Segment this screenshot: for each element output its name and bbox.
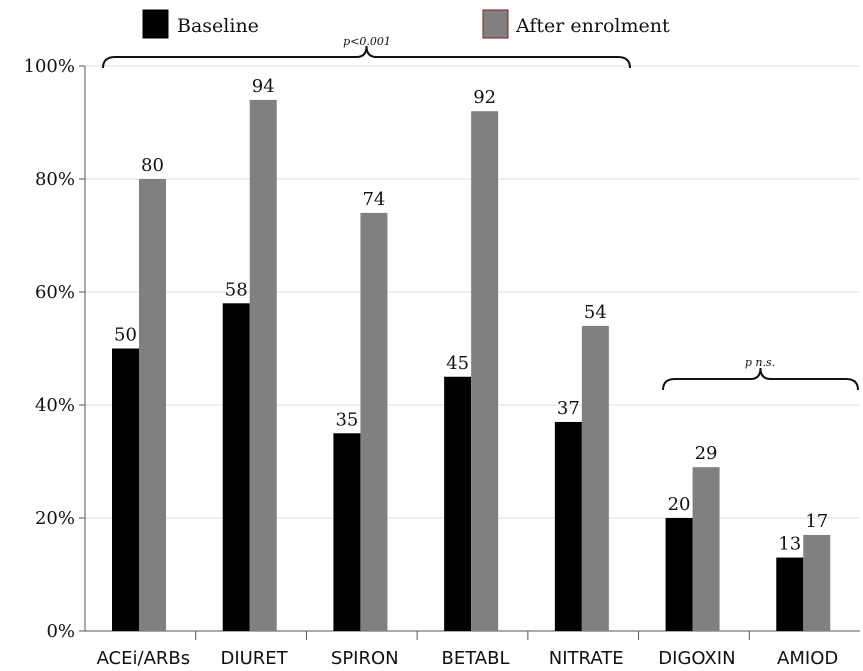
bar-baseline <box>333 433 361 631</box>
bar-after-enrolment <box>471 111 499 631</box>
data-label: 54 <box>584 302 607 323</box>
data-label: 45 <box>446 353 469 374</box>
bar-after-enrolment <box>803 534 831 631</box>
data-label: 92 <box>473 87 496 108</box>
significance-brace <box>662 367 859 391</box>
legend-label: Baseline <box>177 15 259 37</box>
bar-baseline <box>665 518 693 631</box>
category-label: AMIOD <box>777 648 838 669</box>
bar-after-enrolment <box>692 467 720 631</box>
y-tick-label: 40% <box>35 395 75 416</box>
data-label: 58 <box>225 279 248 300</box>
bar-after-enrolment <box>139 179 166 631</box>
annotation-p-value: p n.s. <box>745 356 775 369</box>
category-label: ACEi/ARBs <box>97 648 191 669</box>
y-tick-label: 20% <box>35 508 75 529</box>
data-label: 20 <box>668 494 691 515</box>
bar-baseline <box>776 557 804 631</box>
data-label: 37 <box>557 398 580 419</box>
legend-label: After enrolment <box>515 15 670 37</box>
data-label: 35 <box>335 409 358 430</box>
category-label: SPIRON <box>331 648 399 669</box>
annotation-p-value: p<0.001 <box>343 35 391 48</box>
bar-after-enrolment <box>360 212 388 631</box>
y-tick-label: 60% <box>35 282 75 303</box>
y-tick-label: 0% <box>46 621 75 642</box>
bar-baseline <box>554 421 582 631</box>
category-label: DIGOXIN <box>658 648 735 669</box>
data-label: 50 <box>114 325 137 346</box>
data-label: 80 <box>141 155 164 176</box>
data-label: 94 <box>252 76 275 97</box>
data-label: 17 <box>805 511 828 532</box>
data-label: 29 <box>695 443 718 464</box>
legend-swatch <box>142 9 169 39</box>
category-label: DIURET <box>220 648 288 669</box>
category-label: BETABL <box>441 648 509 669</box>
legend-swatch <box>482 9 509 39</box>
bar-baseline <box>222 303 250 631</box>
bar-after-enrolment <box>249 99 277 631</box>
significance-brace <box>102 45 631 69</box>
y-tick-label: 100% <box>24 56 75 77</box>
data-label: 13 <box>778 534 801 555</box>
y-tick-label: 80% <box>35 169 75 190</box>
category-label: NITRATE <box>549 648 624 669</box>
bar-baseline <box>444 376 472 631</box>
bar-baseline <box>112 348 139 631</box>
data-label: 74 <box>362 189 385 210</box>
bar-after-enrolment <box>581 325 609 631</box>
